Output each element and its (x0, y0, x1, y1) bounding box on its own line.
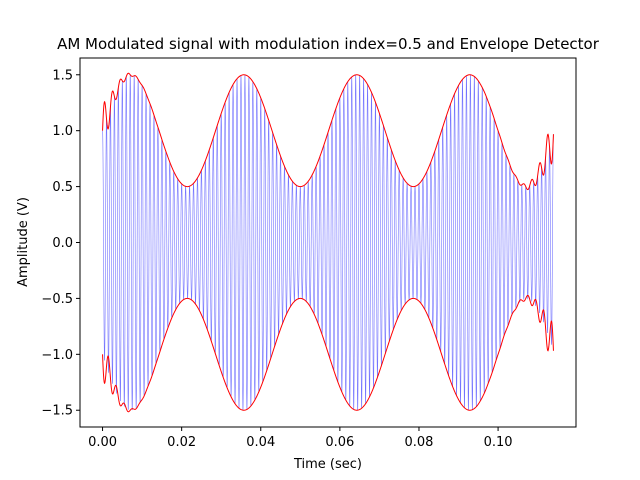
x-tick-label: 0.10 (484, 435, 513, 450)
x-tick-label: 0.08 (404, 435, 433, 450)
series-modulated-signal (102, 74, 554, 411)
y-tick-label: −1.0 (41, 348, 73, 363)
x-tick-label: 0.04 (246, 435, 275, 450)
y-tick-label: 1.0 (52, 124, 73, 139)
series-lower-envelope (102, 294, 554, 413)
x-axis-label: Time (sec) (293, 457, 362, 472)
y-axis-label: Amplitude (V) (16, 197, 31, 287)
x-tick-label: 0.00 (88, 435, 117, 450)
y-tick-label: −0.5 (41, 292, 73, 307)
y-tick-label: −1.5 (41, 404, 73, 419)
y-tick-label: 1.5 (52, 68, 73, 83)
x-tick-label: 0.06 (325, 435, 354, 450)
y-axis: −1.5 −1.0 −0.5 0.0 0.5 1.0 1.5 (41, 68, 80, 419)
series-upper-envelope (102, 72, 554, 191)
plot-frame (79, 57, 577, 428)
y-tick-label: 0.5 (52, 180, 73, 195)
y-tick-label: 0.0 (52, 236, 73, 251)
plot-area (102, 72, 554, 413)
chart-title: AM Modulated signal with modulation inde… (57, 35, 600, 53)
x-tick-label: 0.02 (167, 435, 196, 450)
x-axis: 0.00 0.02 0.04 0.06 0.08 0.10 (88, 427, 513, 450)
